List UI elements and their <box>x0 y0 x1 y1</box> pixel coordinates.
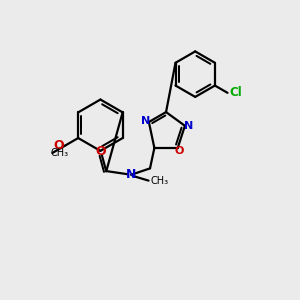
Text: N: N <box>184 121 193 131</box>
Text: O: O <box>175 146 184 157</box>
Text: CH₃: CH₃ <box>51 148 69 158</box>
Text: O: O <box>95 145 106 158</box>
Text: CH₃: CH₃ <box>151 176 169 186</box>
Text: N: N <box>126 168 136 181</box>
Text: N: N <box>141 116 151 125</box>
Text: Cl: Cl <box>229 86 242 99</box>
Text: O: O <box>53 139 64 152</box>
